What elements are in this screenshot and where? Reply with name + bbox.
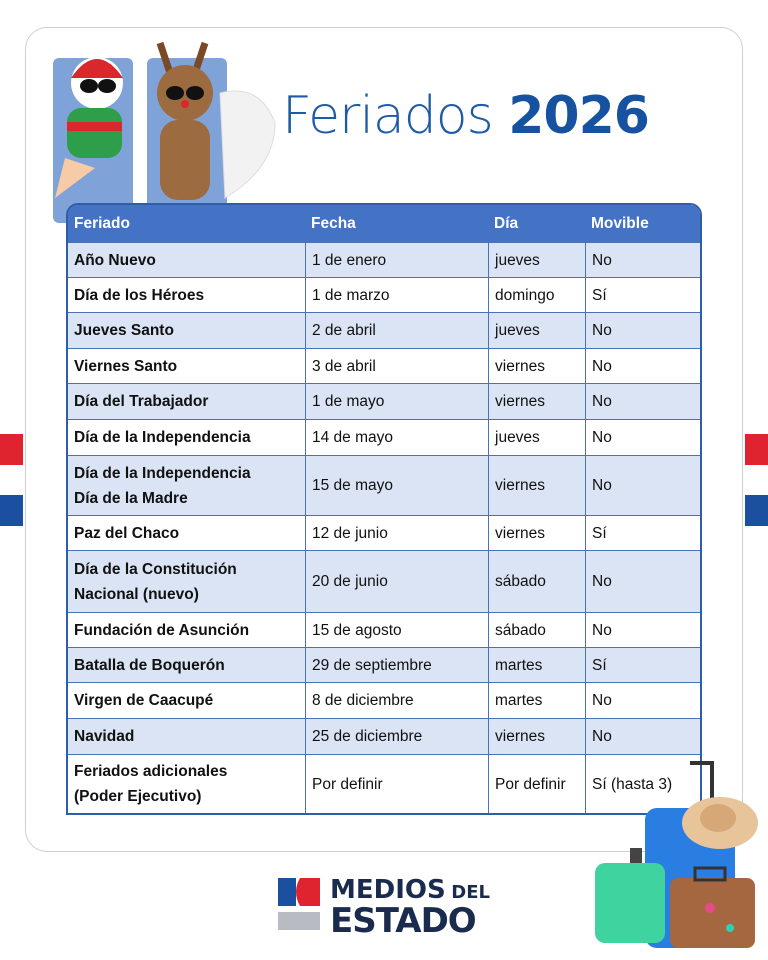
cell-fecha: 8 de diciembre [305, 683, 488, 718]
table-row: Paz del Chaco 12 de junio viernes Sí [68, 515, 700, 550]
title-year: 2026 [508, 86, 650, 146]
cell-feriado: Paz del Chaco [74, 524, 180, 542]
cell-fecha: 15 de agosto [305, 613, 488, 647]
cell-dia: viernes [488, 349, 585, 383]
cell-fecha: 25 de diciembre [305, 719, 488, 754]
cell-feriado: Día de la Independencia [74, 429, 251, 446]
table-row: Batalla de Boquerón 29 de septiembre marte… [68, 647, 700, 682]
flag-red-right [745, 434, 768, 465]
table-row: Viernes Santo 3 de abril viernes No [68, 348, 700, 383]
header-feriado: Feriado [74, 215, 130, 232]
cell-dia: viernes [488, 719, 585, 754]
flag-blue-right [745, 495, 768, 526]
santa-reindeer-illustration [53, 41, 276, 223]
table-row: Virgen de Caacupé 8 de diciembre martes No [68, 682, 700, 718]
header-movible: Movible [591, 215, 649, 232]
cell-dia: viernes [488, 516, 585, 550]
cell-movible: Sí [585, 278, 700, 312]
cell-dia: jueves [488, 420, 585, 455]
cell-feriado: Navidad [74, 728, 135, 745]
logo-text-del: DEL [451, 882, 491, 903]
cell-movible: Sí [585, 516, 700, 550]
cell-fecha: 14 de mayo [305, 420, 488, 455]
cell-feriado: Día de la Constitución Nacional (nuevo) [74, 560, 237, 603]
cell-feriado: Día de los Héroes [74, 286, 205, 304]
table-row: Jueves Santo 2 de abril jueves No [68, 312, 700, 348]
header-fecha: Fecha [311, 215, 356, 232]
cell-fecha: 1 de mayo [305, 384, 488, 419]
cell-movible: Sí (hasta 3) [585, 755, 700, 813]
cell-dia: martes [488, 648, 585, 682]
cell-movible: No [585, 551, 700, 612]
logo-text-estado: ESTADO [330, 901, 477, 941]
cell-dia: viernes [488, 456, 585, 515]
cell-movible: Sí [585, 648, 700, 682]
cell-dia: sábado [488, 551, 585, 612]
cell-fecha: 29 de septiembre [305, 648, 488, 682]
flag-red-left [0, 434, 23, 465]
cell-dia: martes [488, 683, 585, 718]
table-row: Día de la Constitución Nacional (nuevo) 2… [68, 550, 700, 612]
cell-feriado: Año Nuevo [74, 251, 156, 269]
cell-movible: No [585, 384, 700, 419]
cell-dia: jueves [488, 243, 585, 277]
cell-feriado: Virgen de Caacupé [74, 692, 214, 709]
cell-fecha: Por definir [305, 755, 488, 813]
table-row: Feriados adicionales (Poder Ejecutivo) Po… [68, 754, 700, 813]
cell-fecha: 1 de enero [305, 243, 488, 277]
cell-fecha: 12 de junio [305, 516, 488, 550]
table-row: Día de la Independencia 14 de mayo jueves N… [68, 419, 700, 455]
cell-dia: jueves [488, 313, 585, 348]
cell-feriado: Día del Trabajador [74, 393, 209, 410]
table-row: Fundación de Asunción 15 de agosto sábado N… [68, 612, 700, 647]
table-row: Día de la Independencia Día de la Madre 1… [68, 455, 700, 515]
cell-movible: No [585, 313, 700, 348]
logo-mark-icon [278, 878, 320, 930]
cell-feriado: Jueves Santo [74, 322, 174, 339]
cell-movible: No [585, 243, 700, 277]
cell-feriado: Fundación de Asunción [74, 621, 250, 639]
header-dia: Día [494, 215, 519, 232]
cell-feriado: Día de la Independencia Día de la Madre [74, 464, 251, 507]
card [25, 27, 743, 852]
logo-text-medios: MEDIOS [330, 875, 446, 905]
cell-movible: No [585, 349, 700, 383]
cell-fecha: 1 de marzo [305, 278, 488, 312]
table-header: Feriado Fecha Día Movible [68, 205, 700, 242]
cell-feriado: Batalla de Boquerón [74, 656, 225, 674]
cell-dia: Por definir [488, 755, 585, 813]
luggage-illustration [595, 761, 758, 948]
cell-feriado: Feriados adicionales (Poder Ejecutivo) [74, 763, 228, 805]
cell-movible: No [585, 420, 700, 455]
cell-fecha: 15 de mayo [305, 456, 488, 515]
title-word: Feriados [282, 86, 494, 146]
page-title: Feriados 2026 [282, 86, 650, 146]
cell-dia: viernes [488, 384, 585, 419]
flag-blue-left [0, 495, 23, 526]
cell-movible: No [585, 456, 700, 515]
cell-fecha: 2 de abril [305, 313, 488, 348]
cell-movible: No [585, 683, 700, 718]
table-row: Navidad 25 de diciembre viernes No [68, 718, 700, 754]
table-row: Día del Trabajador 1 de mayo viernes No [68, 383, 700, 419]
cell-dia: domingo [488, 278, 585, 312]
cell-feriado: Viernes Santo [74, 357, 178, 375]
cell-movible: No [585, 613, 700, 647]
holidays-table: Feriado Fecha Día Movible Año Nuevo 1 de … [66, 203, 702, 815]
cell-dia: sábado [488, 613, 585, 647]
cell-fecha: 20 de junio [305, 551, 488, 612]
table-row: Día de los Héroes 1 de marzo domingo Sí [68, 277, 700, 312]
cell-fecha: 3 de abril [305, 349, 488, 383]
cell-movible: No [585, 719, 700, 754]
table-row: Año Nuevo 1 de enero jueves No [68, 242, 700, 277]
